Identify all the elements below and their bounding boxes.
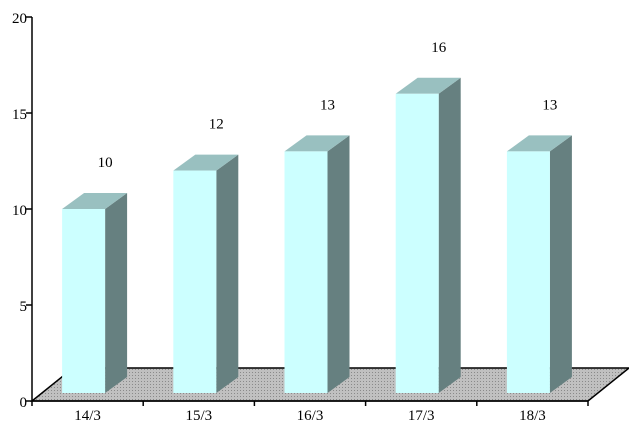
bar-top xyxy=(395,77,461,94)
bar-top xyxy=(173,154,239,171)
x-tick-label: 14/3 xyxy=(74,408,101,424)
y-tick-label: 0 xyxy=(20,395,28,411)
bar-top xyxy=(284,135,350,152)
y-tick-label: 15 xyxy=(12,107,27,123)
y-axis-ticks: 0 5 10 15 20 xyxy=(12,11,32,411)
data-label: 12 xyxy=(209,117,224,133)
bar-side xyxy=(105,193,128,393)
bar-17/3 xyxy=(395,77,461,394)
x-tick-label: 16/3 xyxy=(297,408,324,424)
bar-front xyxy=(506,151,550,393)
bar-side xyxy=(327,135,350,393)
x-axis-ticks: 14/3 15/3 16/3 17/3 18/3 xyxy=(31,401,589,424)
bar-14/3 xyxy=(62,193,128,393)
bar-15/3 xyxy=(173,154,239,393)
data-label: 13 xyxy=(320,97,335,113)
bar-front xyxy=(284,151,328,393)
bar-front xyxy=(62,209,106,393)
y-tick-label: 20 xyxy=(12,11,27,27)
data-labels: 10 12 13 16 13 xyxy=(98,40,558,171)
y-tick-label: 10 xyxy=(12,203,27,219)
bar-side xyxy=(438,77,461,394)
data-label: 13 xyxy=(542,97,557,113)
x-tick-label: 17/3 xyxy=(408,408,435,424)
bar-side xyxy=(216,154,239,393)
x-tick-label: 18/3 xyxy=(519,408,546,424)
bar-18/3 xyxy=(506,135,572,393)
y-tick-label: 5 xyxy=(20,299,28,315)
bar-16/3 xyxy=(284,135,350,393)
data-label: 10 xyxy=(98,155,113,171)
bar-front xyxy=(173,170,217,393)
bar-front xyxy=(395,93,439,394)
data-label: 16 xyxy=(431,40,447,56)
bar-top xyxy=(506,135,572,152)
bar-side xyxy=(549,135,572,393)
bar-series xyxy=(62,77,572,394)
bar-top xyxy=(62,193,128,209)
x-tick-label: 15/3 xyxy=(185,408,212,424)
